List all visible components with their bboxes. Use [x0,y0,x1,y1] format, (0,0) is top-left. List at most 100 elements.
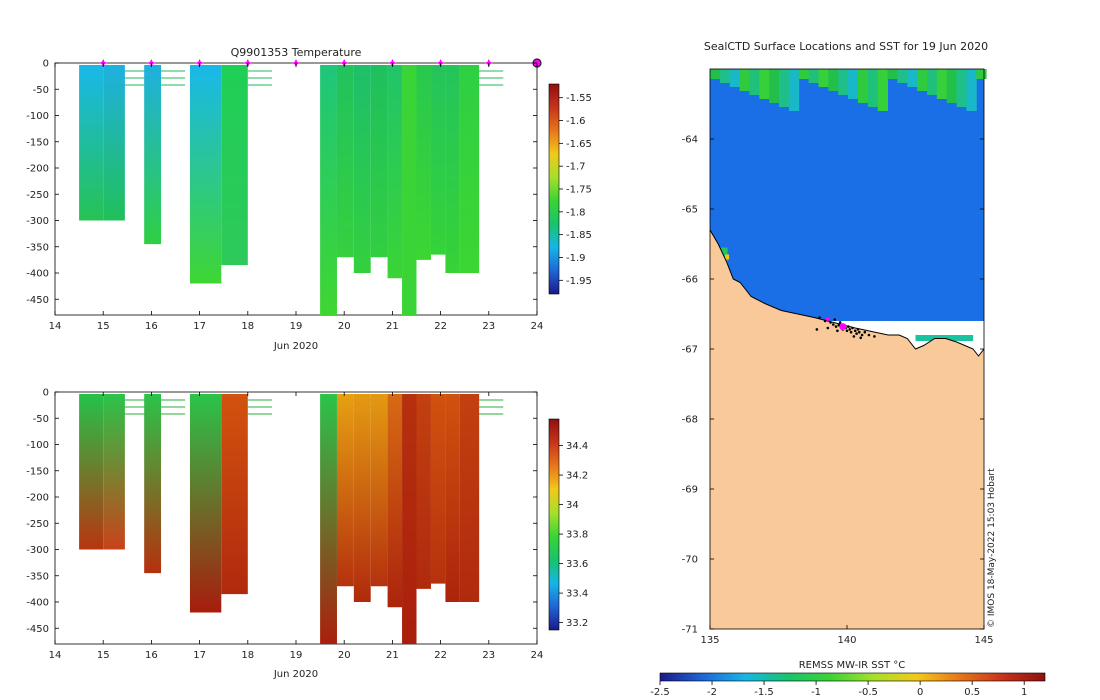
coastline [709,229,985,357]
y-tick-label: -450 [26,295,49,306]
sst-cell [838,69,849,95]
profile-column [144,394,162,574]
sst-cell [749,69,760,95]
y-tick-label: -400 [26,598,49,609]
profile-column [103,394,125,550]
colorbar-tick-label: -1.75 [566,185,592,196]
x-tick-label: 15 [97,321,110,332]
x-tick-label: 22 [434,650,447,661]
colorbar-tick-label: -2.5 [650,687,670,698]
y-tick-label: -67 [682,345,698,356]
profile-column [189,65,222,284]
temperature-profiles [79,65,504,315]
seal-location [837,323,841,327]
sst-cell [818,69,829,87]
seal-location [855,332,858,335]
profile-column [189,394,222,613]
x-tick-label: 21 [386,650,399,661]
seal-location [826,326,830,330]
x-tick-label: 19 [290,650,303,661]
profile-column [445,394,460,602]
x-tick-label: 14 [49,650,62,661]
seal-location [867,333,871,337]
seal-location [829,321,832,324]
y-tick-label: -150 [26,466,49,477]
y-tick-label: -450 [26,624,49,635]
sst-cell [917,69,928,91]
profile-column [336,394,354,587]
seal-location [838,321,842,324]
salinity-panel: 14 15 16 17 18 19 20 21 22 23 24 0 -50 -100 -150 -200 -2… [26,388,588,681]
y-tick-label: -69 [682,485,698,496]
y-tick-label: -70 [682,555,698,566]
colorbar-tick-label: 0 [917,687,923,698]
colorbar-tick-label: -1 [811,687,821,698]
sst-cell [725,254,730,260]
sst-cell [867,69,879,107]
profile-column [336,65,354,258]
sst-cell [857,69,869,103]
profile-column [221,394,248,595]
profile-column [416,394,431,589]
map-axes: 135 140 145 -64 -65 -66 -67 -68 -69 -70 -71 [682,135,994,647]
y-tick-label: -200 [26,493,49,504]
colorbar-tick-label: -1.6 [566,116,586,127]
y-tick-label: -300 [26,545,49,556]
sst-cell [887,69,898,79]
profile-column [144,65,162,245]
colorbar-tick-label: 34 [566,500,579,511]
x-tick-label: 24 [531,321,544,332]
seal-location [860,333,864,337]
temperature-colorbar-ticks: -1.55 -1.6 -1.65 -1.7 -1.75 -1.8 -1.85 -1.9 -1.9… [559,93,592,287]
x-tick-label: 22 [434,321,447,332]
colorbar-tick-label: 34.4 [566,441,588,452]
sst-cell [927,69,938,95]
profile-column [459,65,480,273]
sst-cell [808,69,819,83]
colorbar-tick-label: -1.7 [566,162,586,173]
salinity-colorbar [548,418,560,631]
seal-location [856,328,860,331]
colorbar-tick-label: -1.55 [566,93,592,104]
colorbar-tick-label: 33.2 [566,618,588,629]
x-tick-label: 17 [193,650,206,661]
seal-location [845,329,849,333]
seal-location [834,325,838,328]
profile-column [459,394,480,602]
y-tick-label: -66 [682,275,698,286]
colorbar-tick-label: -1.9 [566,253,586,264]
seal-location-highlight [839,323,847,331]
temperature-colorbar [548,83,560,295]
colorbar-tick-label: 34.2 [566,471,588,482]
profile-column [103,65,125,221]
seal-location [848,328,852,331]
salinity-axes: 14 15 16 17 18 19 20 21 22 23 24 0 -50 -100 -150 -200 -2… [26,388,543,662]
y-tick-label: 0 [43,388,49,399]
y-tick-label: -150 [26,137,49,148]
sst-cell [788,69,800,111]
temperature-xlabel: Jun 2020 [273,341,318,352]
sst-cell [759,69,770,99]
sst-cell [848,69,859,99]
profile-column [387,65,403,279]
x-tick-label: 14 [49,321,62,332]
sst-cell [907,69,918,87]
profile-column [320,394,337,644]
sst-colorbar-ticks: -2.5 -2 -1.5 -1 -0.5 0 0.5 1 [650,681,1027,698]
antarctic-land [710,230,984,629]
x-tick-label: 18 [241,650,254,661]
colorbar-tick-label: 33.4 [566,589,588,600]
colorbar-tick-label: -2 [707,687,717,698]
y-tick-label: -50 [33,85,49,96]
colorbar-tick-label: -1.85 [566,230,592,241]
colorbar-tick-label: 33.8 [566,530,588,541]
y-tick-label: -65 [682,205,698,216]
x-tick-label: 24 [531,650,544,661]
y-tick-label: -200 [26,164,49,175]
colorbar-tick-label: 1 [1021,687,1027,698]
y-tick-label: 0 [43,59,49,70]
map-attribution: © IMOS 18-May-2022 15:03 Hobart [987,468,997,628]
profile-column [387,394,403,608]
colorbar-tick-label: -0.5 [858,687,878,698]
